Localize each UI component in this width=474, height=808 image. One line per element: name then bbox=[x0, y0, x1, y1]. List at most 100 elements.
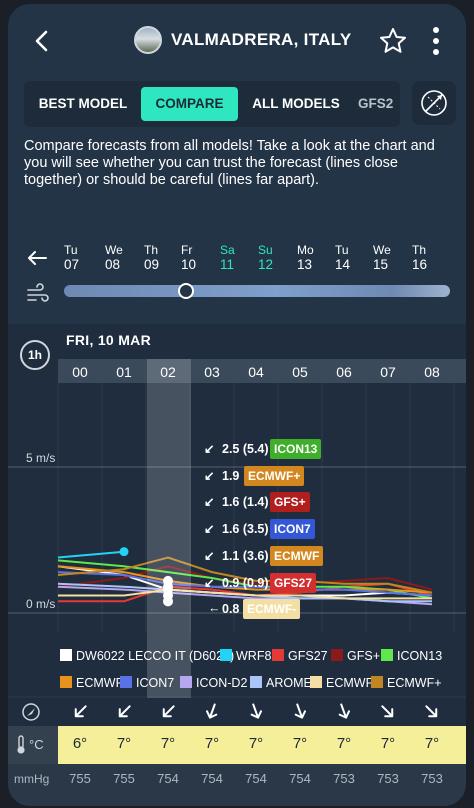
wind-direction-arrow-icon bbox=[205, 703, 218, 719]
annotation-model-tag: ICON13 bbox=[270, 439, 322, 459]
tab-gfs2[interactable]: GFS2 bbox=[358, 96, 394, 111]
hour-label[interactable]: 06 bbox=[336, 364, 352, 380]
legend-item[interactable]: GFS27 bbox=[272, 649, 328, 663]
wind-icon bbox=[27, 283, 49, 302]
legend-item[interactable]: GFS+ bbox=[331, 649, 380, 663]
day-item[interactable]: Th 16 bbox=[412, 243, 448, 272]
wind-direction-arrow-icon bbox=[425, 705, 438, 718]
legend-swatch bbox=[120, 676, 132, 688]
legend-item[interactable]: ICON13 bbox=[381, 649, 442, 663]
pressure-value: 754 bbox=[245, 771, 267, 786]
legend-item[interactable]: ECMWF+ bbox=[371, 676, 442, 690]
star-icon[interactable] bbox=[378, 26, 408, 56]
legend-swatch bbox=[310, 676, 322, 688]
wind-arrow-icon: ↙ bbox=[204, 442, 215, 456]
location-avatar bbox=[134, 26, 162, 54]
day-item[interactable]: Su 12 bbox=[258, 243, 294, 272]
day-item[interactable]: Mo 13 bbox=[297, 243, 333, 272]
series-line-wrf8 bbox=[57, 550, 125, 559]
legend-item[interactable]: ICON7 bbox=[120, 676, 174, 690]
wind-arrow-icon: ↙ bbox=[204, 522, 215, 537]
wind-arrow-icon: ↙ bbox=[204, 495, 215, 510]
day-of-week: We bbox=[373, 243, 391, 257]
annotation-model-tag: ECMWF bbox=[270, 545, 324, 566]
day-number: 11 bbox=[220, 257, 235, 272]
legend-swatch bbox=[331, 649, 343, 661]
legend-item[interactable]: ECMWF bbox=[60, 676, 123, 690]
day-item[interactable]: Th 09 bbox=[144, 243, 180, 272]
wind-arrow-icon: ↙ bbox=[204, 575, 215, 590]
hour-label[interactable]: 01 bbox=[116, 364, 132, 380]
day-number: 12 bbox=[258, 257, 274, 272]
wind-direction-arrow-icon bbox=[381, 705, 394, 718]
day-of-week: Su bbox=[258, 243, 273, 257]
hour-label[interactable]: 02 bbox=[160, 364, 176, 380]
temperature-value: 7° bbox=[204, 735, 220, 752]
legend-swatch bbox=[60, 649, 72, 661]
legend-label: WRF8 bbox=[236, 649, 272, 663]
legend-item[interactable]: ICON-D2 bbox=[180, 676, 247, 690]
day-number: 15 bbox=[373, 257, 389, 272]
legend-label: DW6022 LECCO IT (D6022) bbox=[76, 649, 235, 663]
interval-toggle[interactable]: 1h bbox=[20, 340, 50, 370]
day-item[interactable]: Tu 07 bbox=[64, 243, 100, 272]
pressure-value: 754 bbox=[157, 771, 179, 786]
hours-bar bbox=[58, 359, 466, 383]
day-number: 09 bbox=[144, 257, 160, 272]
app-frame: VALMADRERA, ITALY BEST MODEL COMPARE ALL… bbox=[8, 4, 466, 806]
day-of-week: Fr bbox=[181, 243, 193, 257]
day-item[interactable]: Tu 14 bbox=[335, 243, 371, 272]
hour-label[interactable]: 00 bbox=[72, 364, 88, 380]
annotation-model-tag: GFS+ bbox=[270, 492, 310, 513]
compass-icon bbox=[22, 703, 40, 721]
arrow-left-icon[interactable] bbox=[26, 250, 48, 266]
wind-arrow-icon: ↙ bbox=[204, 468, 215, 483]
more-vertical-icon[interactable] bbox=[426, 24, 446, 58]
timeline-slider-thumb[interactable] bbox=[178, 283, 194, 299]
day-item[interactable]: We 15 bbox=[373, 243, 409, 272]
arrow-left-icon[interactable] bbox=[30, 28, 56, 54]
wind-direction-arrow-icon bbox=[338, 703, 351, 719]
annotation-value: 1.1 (3.6) bbox=[222, 548, 269, 563]
legend-swatch bbox=[371, 676, 383, 688]
annotation-value: 0.8 bbox=[222, 602, 240, 617]
hour-label[interactable]: 05 bbox=[292, 364, 308, 380]
temperature-label: °C bbox=[8, 726, 58, 764]
legend-item[interactable]: AROME bbox=[250, 676, 312, 690]
legend-item[interactable]: DW6022 LECCO IT (D6022) bbox=[60, 649, 234, 663]
temperature-unit: °C bbox=[29, 737, 44, 752]
model-tabs: BEST MODEL COMPARE ALL MODELS GFS2 bbox=[24, 81, 400, 127]
hour-label[interactable]: 03 bbox=[204, 364, 220, 380]
legend-label: ICON7 bbox=[136, 676, 175, 690]
tab-best-model[interactable]: BEST MODEL bbox=[38, 96, 128, 111]
pressure-value: 755 bbox=[113, 771, 135, 786]
annotation-model-tag: ICON7 bbox=[270, 519, 315, 540]
page-title: VALMADRERA, ITALY bbox=[171, 30, 352, 49]
day-item[interactable]: We 08 bbox=[105, 243, 141, 272]
annotation-value: 2.5 (5.4) bbox=[222, 442, 269, 456]
legend-item[interactable]: ECMWF- bbox=[310, 676, 377, 690]
day-number: 16 bbox=[412, 257, 428, 272]
thermometer-icon bbox=[17, 735, 25, 754]
day-number: 07 bbox=[64, 257, 80, 272]
legend-item[interactable]: WRF8 bbox=[220, 649, 271, 663]
timeline-slider[interactable] bbox=[64, 285, 450, 297]
compare-description: Compare forecasts from all models! Take … bbox=[24, 138, 435, 188]
hour-label[interactable]: 08 bbox=[424, 364, 440, 380]
day-of-week: Th bbox=[144, 243, 159, 257]
temperature-value: 7° bbox=[116, 735, 132, 752]
compass-icon[interactable] bbox=[412, 81, 456, 125]
day-of-week: Tu bbox=[335, 243, 349, 257]
tab-compare[interactable]: COMPARE bbox=[141, 87, 238, 121]
pressure-value: 753 bbox=[377, 771, 399, 786]
day-item[interactable]: Fr 10 bbox=[181, 243, 217, 272]
hour-label[interactable]: 04 bbox=[248, 364, 264, 380]
day-item[interactable]: Sa 11 bbox=[220, 243, 256, 272]
wind-direction-arrow-icon bbox=[74, 705, 87, 718]
temperature-value: 7° bbox=[248, 735, 264, 752]
hour-label[interactable]: 07 bbox=[380, 364, 396, 380]
wind-direction-arrow-icon bbox=[162, 705, 175, 718]
annotation-model-tag: ECMWF- bbox=[243, 599, 301, 620]
chart-panel bbox=[8, 324, 466, 696]
tab-all-models[interactable]: ALL MODELS bbox=[252, 96, 340, 111]
